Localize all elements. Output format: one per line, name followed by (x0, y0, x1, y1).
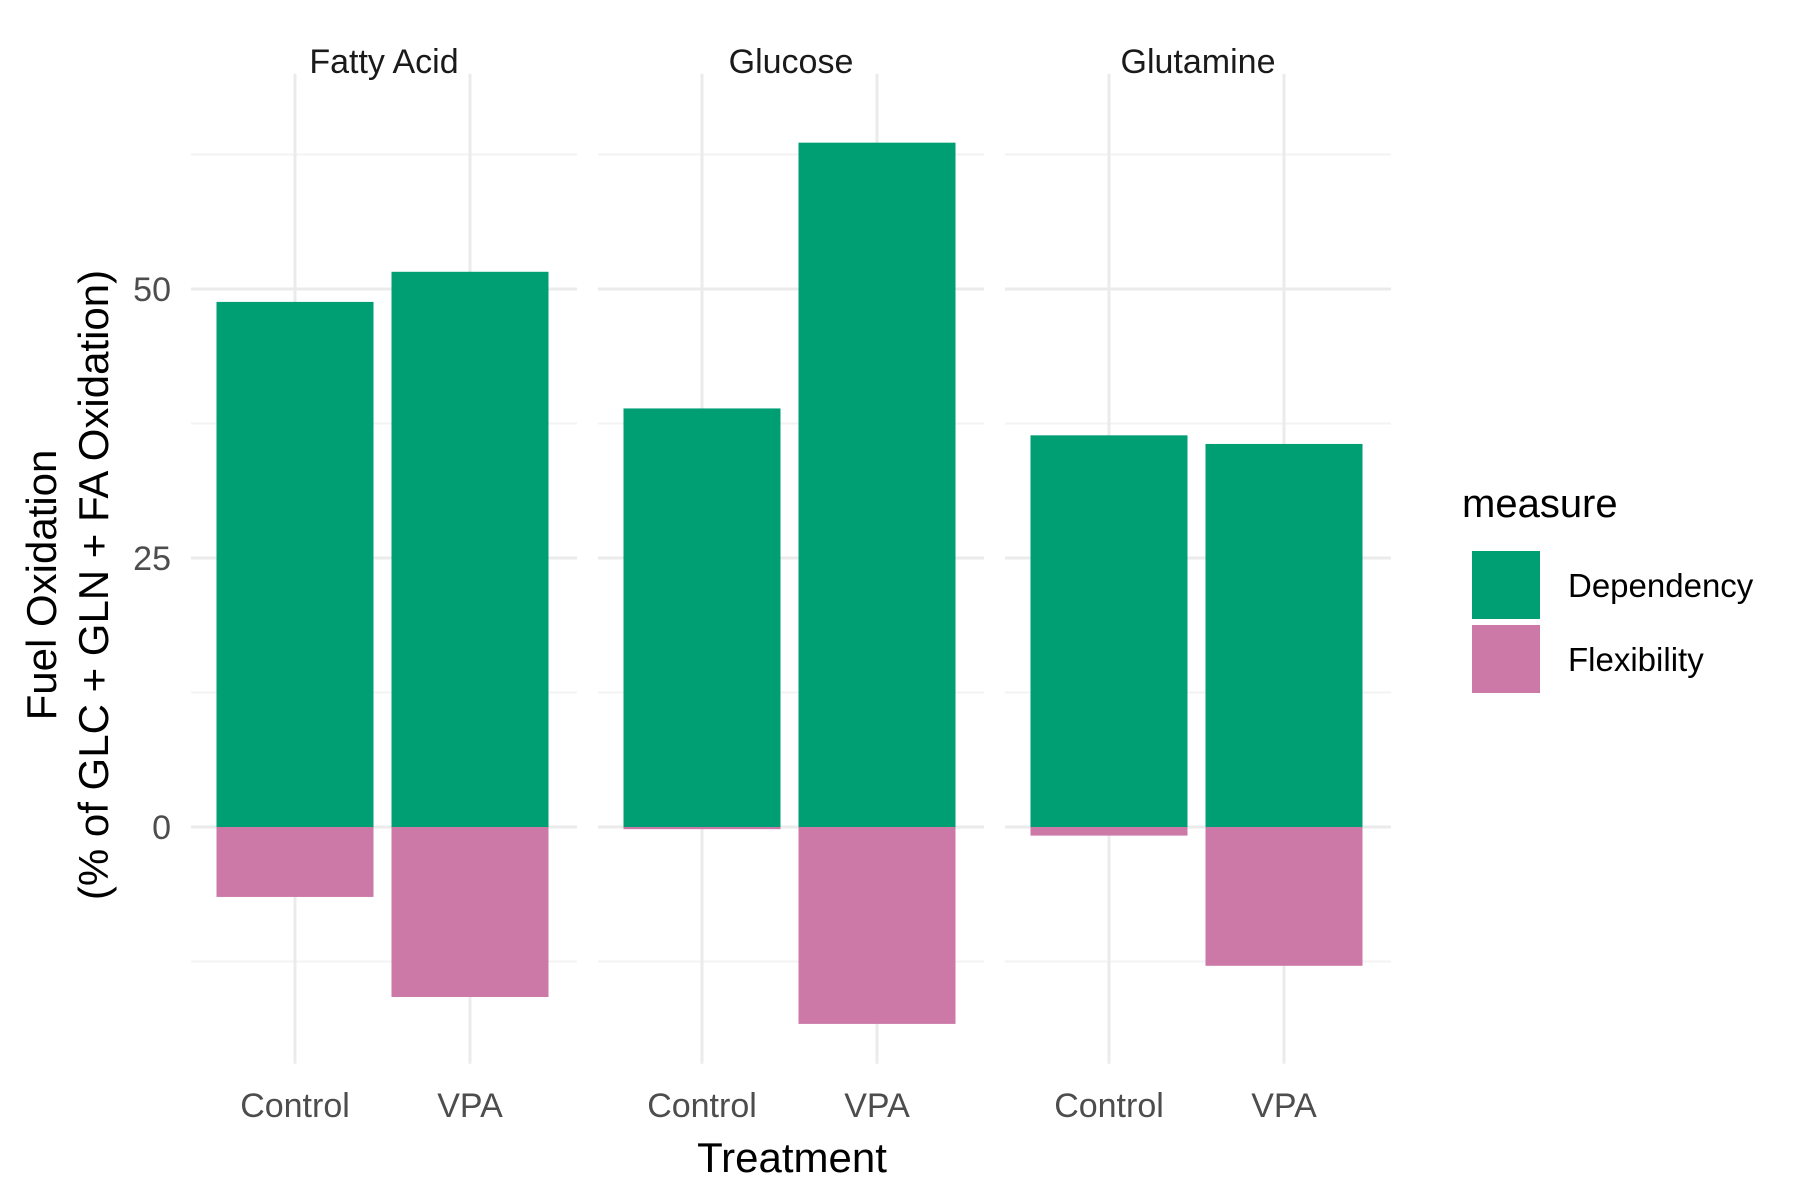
y-tick-label: 50 (133, 271, 171, 309)
x-tick-label: Control (1054, 1087, 1164, 1125)
y-tick-label: 25 (133, 540, 171, 578)
y-tick-label: 0 (152, 809, 171, 847)
bar-glucose-vpa-dependency (798, 142, 956, 827)
bar-glucose-control-dependency (623, 408, 781, 827)
x-tick-label: VPA (437, 1087, 503, 1125)
bar-fatty-acid-vpa-dependency (391, 271, 549, 827)
bar-glucose-control-flexibility (623, 827, 781, 830)
facet-panel-glutamine: Glutamine Control VPA (1005, 43, 1391, 1125)
bar-fatty-acid-control-flexibility (216, 827, 374, 897)
legend-label-dependency: Dependency (1568, 567, 1754, 604)
y-axis-title-line1: Fuel Oxidation (18, 450, 65, 721)
facet-strip-label: Fatty Acid (309, 43, 458, 81)
x-tick-label: Control (240, 1087, 350, 1125)
legend: measure Dependency Flexibility (1462, 482, 1754, 693)
y-axis-title-line2: (% of GLC + GLN + FA Oxidation) (70, 270, 117, 900)
facet-panel-fatty-acid: Fatty Acid Control VPA (191, 43, 577, 1125)
facet-strip-label: Glucose (729, 43, 854, 81)
legend-title: measure (1462, 482, 1618, 526)
legend-key-dependency (1472, 551, 1540, 619)
facet-panel-glucose: Glucose Control VPA (598, 43, 984, 1125)
y-axis: 0 25 50 (133, 271, 171, 847)
x-tick-label: VPA (844, 1087, 910, 1125)
bar-fatty-acid-vpa-flexibility (391, 827, 549, 998)
facet-strip-label: Glutamine (1121, 43, 1276, 81)
legend-label-flexibility: Flexibility (1568, 641, 1704, 678)
legend-key-flexibility (1472, 625, 1540, 693)
bar-fatty-acid-control-dependency (216, 301, 374, 827)
x-tick-label: Control (647, 1087, 757, 1125)
x-axis-title: Treatment (697, 1134, 887, 1181)
bar-glutamine-vpa-dependency (1205, 443, 1363, 827)
bar-glutamine-vpa-flexibility (1205, 827, 1363, 966)
x-tick-label: VPA (1251, 1087, 1317, 1125)
bar-glucose-vpa-flexibility (798, 827, 956, 1024)
bar-glutamine-control-dependency (1030, 435, 1188, 827)
bar-glutamine-control-flexibility (1030, 827, 1188, 836)
